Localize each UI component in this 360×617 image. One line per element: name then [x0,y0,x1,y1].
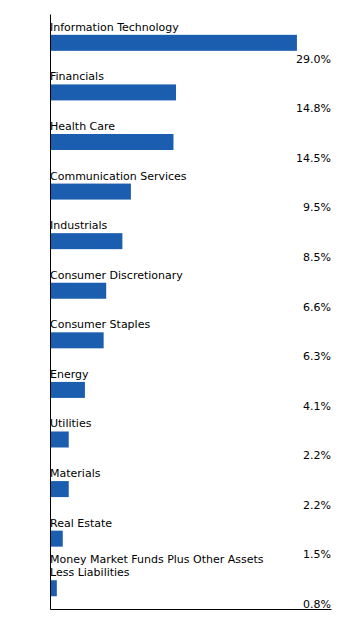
category-label: Communication Services [50,170,187,183]
value-label: 29.0% [296,53,331,66]
bar [50,184,131,200]
category-label: Financials [50,70,104,83]
bars [50,35,297,596]
bar [50,134,173,150]
value-label: 2.2% [303,449,331,462]
value-label: 14.5% [296,152,331,165]
value-label: 2.2% [303,499,331,512]
value-label: 14.8% [296,102,331,115]
bar [50,531,63,547]
category-label: Materials [50,467,101,480]
bar [50,580,57,596]
bar [50,283,106,299]
category-label: Industrials [50,219,108,232]
x-axis-line [51,609,332,610]
value-label: 6.6% [303,301,331,314]
x-axis [51,609,332,610]
bar [50,35,297,51]
category-labels: Information Technology Financials Health C… [50,21,264,579]
bar [50,382,85,398]
bar [50,431,69,447]
value-label: 8.5% [303,251,331,264]
category-label: Consumer Staples [50,318,150,331]
chart: Information Technology Financials Health C… [0,0,360,617]
bar [50,84,176,100]
value-label: 4.1% [303,400,331,413]
category-label: Consumer Discretionary [50,269,183,282]
category-label: Money Market Funds Plus Other AssetsLess… [50,553,264,579]
plot: Information Technology Financials Health C… [50,15,332,612]
category-label: Energy [50,368,89,381]
bar [50,233,122,249]
bar [50,332,104,348]
category-label: Information Technology [50,21,179,34]
category-label: Health Care [50,120,115,133]
value-label: 1.5% [303,548,331,561]
value-label: 9.5% [303,201,331,214]
bar [50,481,69,497]
category-label: Utilities [50,417,92,430]
value-labels: 29.0% 14.8% 14.5% 9.5% 8.5% 6.6% 6.3% 4.1% 2.2% 2… [296,53,331,611]
value-label: 6.3% [303,350,331,363]
category-label: Real Estate [50,517,112,530]
value-label: 0.8% [303,598,331,611]
